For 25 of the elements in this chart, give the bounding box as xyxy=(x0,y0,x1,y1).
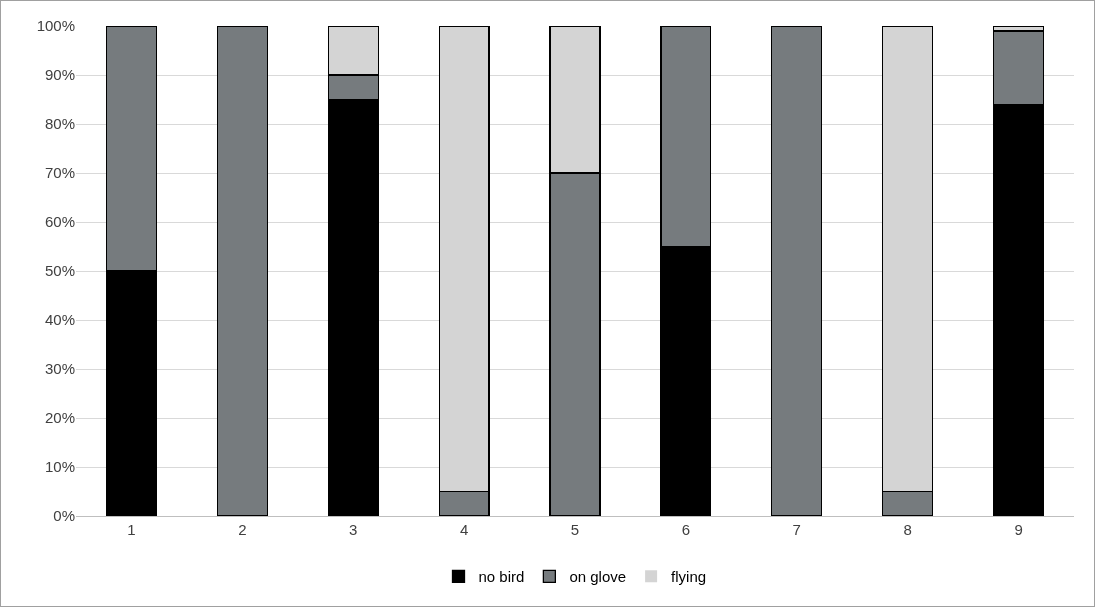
y-tick-label: 80% xyxy=(44,115,75,133)
x-tick-label: 2 xyxy=(238,521,247,538)
y-tick-label: 40% xyxy=(44,311,75,329)
y-tick-label: 100% xyxy=(36,17,75,35)
x-tick-label: 4 xyxy=(459,521,469,538)
y-tick-label: 70% xyxy=(44,164,75,182)
x-tick-label: 5 xyxy=(570,521,580,538)
y-tick-label: 90% xyxy=(44,66,75,84)
y-tick-label: 0% xyxy=(53,507,75,525)
bar xyxy=(771,26,823,516)
x-tick-label: 1 xyxy=(127,521,136,538)
legend-label: no bird xyxy=(478,568,525,586)
x-tick-label: 3 xyxy=(349,521,358,538)
bar xyxy=(216,26,268,516)
y-tick-label: 30% xyxy=(44,360,75,378)
y-tick-label: 10% xyxy=(44,458,75,476)
legend-label: flying xyxy=(671,568,707,586)
x-tick-label: 6 xyxy=(681,521,691,538)
y-tick-label: 50% xyxy=(44,262,75,280)
y-tick-label: 60% xyxy=(44,213,75,231)
y-tick-label: 20% xyxy=(44,409,75,427)
x-tick-label: 9 xyxy=(1014,521,1023,538)
x-tick-label: 8 xyxy=(903,521,912,538)
x-tick-label: 7 xyxy=(792,521,801,538)
legend-label: on glove xyxy=(569,568,627,586)
